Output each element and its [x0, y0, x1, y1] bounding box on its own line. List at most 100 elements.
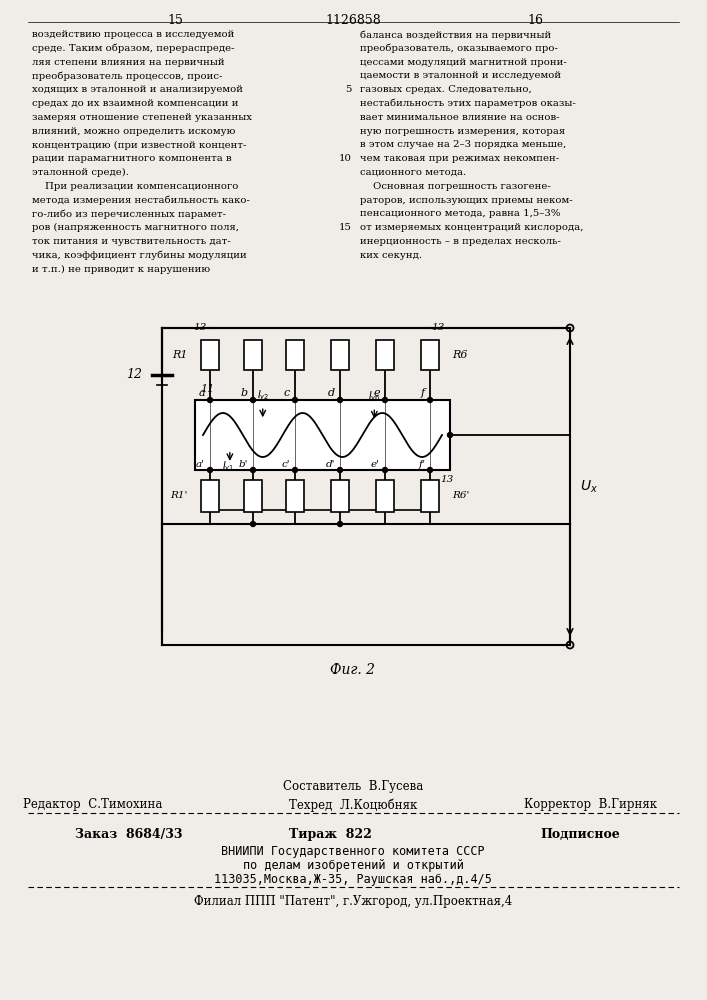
- Text: Составитель  В.Гусева: Составитель В.Гусева: [283, 780, 423, 793]
- Bar: [201, 340, 219, 370]
- Text: e: e: [373, 388, 380, 398]
- Text: 16: 16: [527, 14, 543, 27]
- Bar: [244, 480, 262, 512]
- Text: цессами модуляций магнитной прони-: цессами модуляций магнитной прони-: [360, 58, 567, 67]
- Text: c': c': [281, 460, 290, 469]
- Text: рации парамагнитного компонента в: рации парамагнитного компонента в: [32, 154, 232, 163]
- Text: 12: 12: [126, 368, 142, 381]
- Text: инерционность – в пределах несколь-: инерционность – в пределах несколь-: [360, 237, 561, 246]
- Text: 1126858: 1126858: [325, 14, 381, 27]
- Text: Фиг. 2: Фиг. 2: [330, 663, 375, 677]
- Text: e': e': [371, 460, 380, 469]
- Text: R1: R1: [173, 350, 188, 360]
- Text: от измеряемых концентраций кислорода,: от измеряемых концентраций кислорода,: [360, 223, 583, 232]
- Circle shape: [207, 468, 213, 473]
- Text: влияний, можно определить искомую: влияний, можно определить искомую: [32, 127, 235, 136]
- Text: метода измерения нестабильность како-: метода измерения нестабильность како-: [32, 196, 250, 205]
- Text: 11: 11: [200, 384, 214, 394]
- Text: a': a': [196, 460, 205, 469]
- Text: $U_x$: $U_x$: [580, 478, 598, 495]
- Bar: [244, 340, 262, 370]
- Text: Заказ  8684/33: Заказ 8684/33: [75, 828, 182, 841]
- Circle shape: [337, 468, 342, 473]
- Text: Корректор  В.Гирняк: Корректор В.Гирняк: [523, 798, 657, 811]
- Bar: [421, 340, 439, 370]
- Text: вает минимальное влияние на основ-: вает минимальное влияние на основ-: [360, 113, 559, 122]
- Text: f': f': [419, 460, 425, 469]
- Text: чем таковая при режимах некомпен-: чем таковая при режимах некомпен-: [360, 154, 559, 163]
- Text: 13: 13: [431, 323, 445, 332]
- Text: концентрацию (при известной концент-: концентрацию (при известной концент-: [32, 140, 246, 150]
- Bar: [331, 480, 349, 512]
- Bar: [376, 340, 394, 370]
- Text: $I_{y1}$: $I_{y1}$: [221, 460, 234, 474]
- Text: среде. Таким образом, перераспреде-: среде. Таким образом, перераспреде-: [32, 44, 235, 53]
- Bar: [286, 340, 304, 370]
- Text: При реализации компенсационного: При реализации компенсационного: [32, 182, 238, 191]
- Text: R6: R6: [452, 350, 467, 360]
- Circle shape: [250, 468, 255, 473]
- Text: средах до их взаимной компенсации и: средах до их взаимной компенсации и: [32, 99, 238, 108]
- Text: Подписное: Подписное: [540, 828, 620, 841]
- Text: c: c: [284, 388, 290, 398]
- Circle shape: [382, 397, 387, 402]
- Text: ходящих в эталонной и анализируемой: ходящих в эталонной и анализируемой: [32, 85, 243, 94]
- Text: чика, коэффициент глубины модуляции: чика, коэффициент глубины модуляции: [32, 251, 247, 260]
- Text: 10: 10: [339, 154, 352, 163]
- Text: ляя степени влияния на первичный: ляя степени влияния на первичный: [32, 58, 225, 67]
- Text: 15: 15: [339, 223, 352, 232]
- Text: ВНИИПИ Государственного комитета СССР: ВНИИПИ Государственного комитета СССР: [221, 845, 485, 858]
- Text: в этом случае на 2–3 порядка меньше,: в этом случае на 2–3 порядка меньше,: [360, 140, 566, 149]
- Text: ких секунд.: ких секунд.: [360, 251, 422, 260]
- Text: ную погрешность измерения, которая: ную погрешность измерения, которая: [360, 127, 565, 136]
- Bar: [286, 480, 304, 512]
- Circle shape: [250, 397, 255, 402]
- Text: a: a: [199, 388, 205, 398]
- Text: 13: 13: [440, 475, 453, 484]
- Text: $I_{y6}$: $I_{y6}$: [368, 390, 380, 404]
- Circle shape: [337, 522, 342, 526]
- Text: Основная погрешность газогене-: Основная погрешность газогене-: [360, 182, 551, 191]
- Text: 5: 5: [346, 85, 352, 94]
- Text: газовых средах. Следовательно,: газовых средах. Следовательно,: [360, 85, 532, 94]
- Text: воздействию процесса в исследуемой: воздействию процесса в исследуемой: [32, 30, 235, 39]
- Circle shape: [382, 468, 387, 473]
- Circle shape: [207, 397, 213, 402]
- Text: нестабильность этих параметров оказы-: нестабильность этих параметров оказы-: [360, 99, 575, 108]
- Text: и т.п.) не приводит к нарушению: и т.п.) не приводит к нарушению: [32, 265, 210, 274]
- Text: пенсационного метода, равна 1,5–3%: пенсационного метода, равна 1,5–3%: [360, 209, 561, 218]
- Text: цаемости в эталонной и исследуемой: цаемости в эталонной и исследуемой: [360, 71, 561, 80]
- Circle shape: [337, 397, 342, 402]
- Text: b': b': [238, 460, 248, 469]
- Text: 113035,Москва,Ж-35, Раушская наб.,д.4/5: 113035,Москва,Ж-35, Раушская наб.,д.4/5: [214, 873, 492, 886]
- Text: $I_{y2}$: $I_{y2}$: [257, 389, 269, 403]
- Text: замеряя отношение степеней указанных: замеряя отношение степеней указанных: [32, 113, 252, 122]
- Text: R1': R1': [170, 491, 188, 500]
- Text: сационного метода.: сационного метода.: [360, 168, 466, 177]
- Text: R6': R6': [452, 491, 469, 500]
- Text: го-либо из перечисленных парамет-: го-либо из перечисленных парамет-: [32, 209, 226, 219]
- Circle shape: [293, 468, 298, 473]
- Text: 15: 15: [167, 14, 183, 27]
- Text: f: f: [421, 388, 425, 398]
- Text: d: d: [328, 388, 335, 398]
- Text: раторов, использующих приемы неком-: раторов, использующих приемы неком-: [360, 196, 573, 205]
- Bar: [331, 340, 349, 370]
- Text: Филиал ППП "Патент", г.Ужгород, ул.Проектная,4: Филиал ППП "Патент", г.Ужгород, ул.Проек…: [194, 895, 512, 908]
- Text: преобразователь процессов, проис-: преобразователь процессов, проис-: [32, 71, 223, 81]
- Circle shape: [448, 432, 452, 438]
- Bar: [195, 400, 450, 470]
- Text: d': d': [325, 460, 335, 469]
- Text: b: b: [241, 388, 248, 398]
- Text: 13: 13: [194, 323, 206, 332]
- Text: Тираж  822: Тираж 822: [288, 828, 371, 841]
- Circle shape: [428, 397, 433, 402]
- Circle shape: [293, 397, 298, 402]
- Bar: [201, 480, 219, 512]
- Text: эталонной среде).: эталонной среде).: [32, 168, 129, 177]
- Bar: [376, 480, 394, 512]
- Text: баланса воздействия на первичный: баланса воздействия на первичный: [360, 30, 551, 39]
- Text: Редактор  С.Тимохина: Редактор С.Тимохина: [23, 798, 163, 811]
- Text: преобразователь, оказываемого про-: преобразователь, оказываемого про-: [360, 44, 558, 53]
- Circle shape: [250, 522, 255, 526]
